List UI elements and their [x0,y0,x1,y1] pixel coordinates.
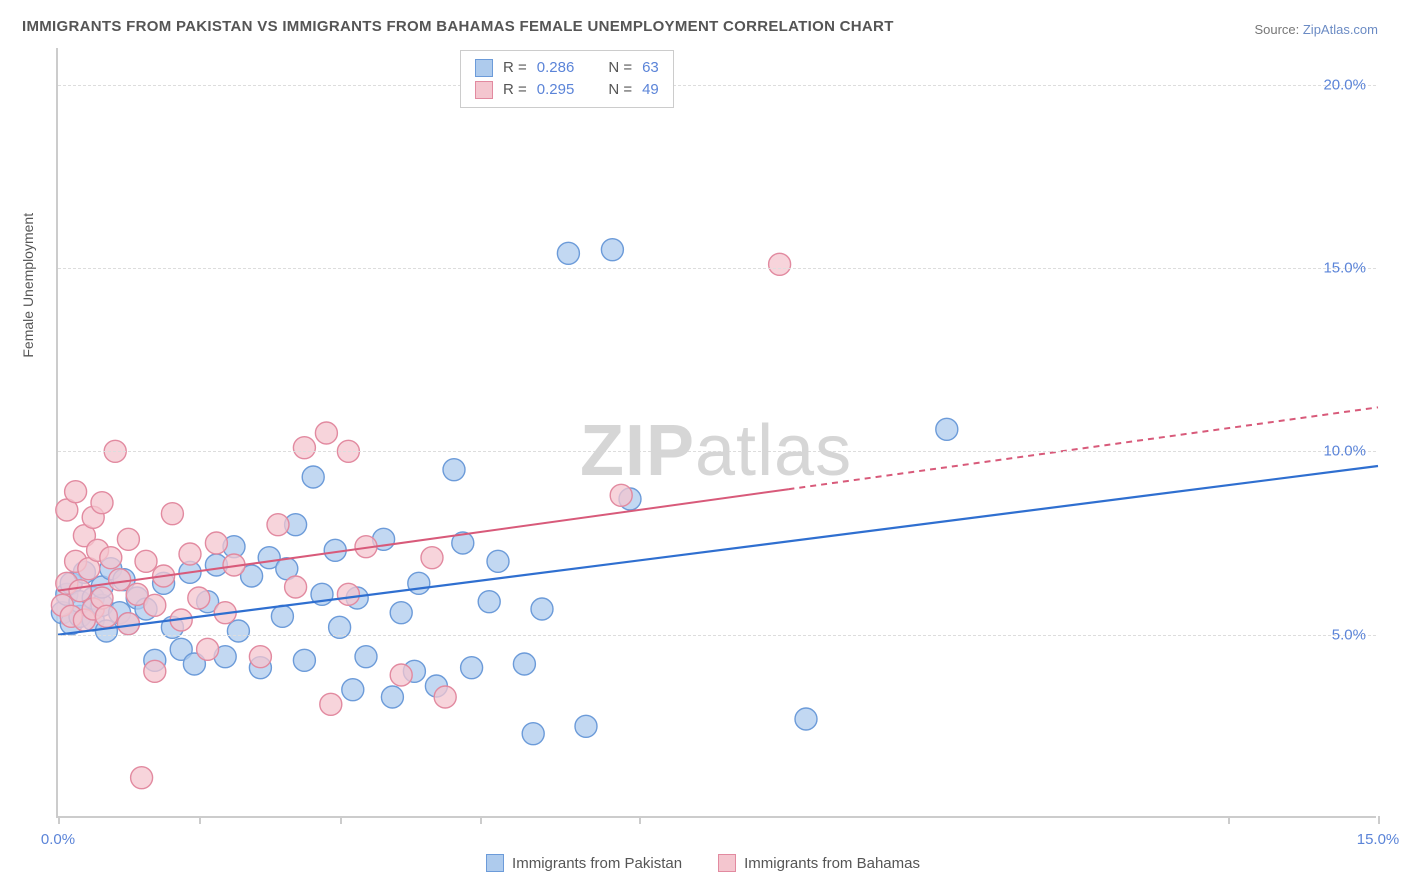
scatter-point [769,253,791,275]
scatter-point [144,660,166,682]
legend-swatch [486,854,504,872]
scatter-point [205,532,227,554]
scatter-point [91,492,113,514]
legend-series-label: Immigrants from Bahamas [744,855,920,872]
x-tick-label: 0.0% [41,831,75,848]
x-tick [1378,816,1380,824]
r-value: 0.295 [537,79,575,101]
scatter-point [117,528,139,550]
scatter-point [936,418,958,440]
scatter-point [461,657,483,679]
source-link[interactable]: ZipAtlas.com [1303,22,1378,37]
scatter-point [513,653,535,675]
scatter-point [478,591,500,613]
scatter-point [355,646,377,668]
legend-stat-row: R = 0.286 N = 63 [475,57,659,79]
y-tick-label: 15.0% [1323,260,1366,277]
scatter-point [267,514,289,536]
scatter-point [188,587,210,609]
scatter-point [557,242,579,264]
scatter-point [575,715,597,737]
n-value: 49 [642,79,659,101]
scatter-point [601,239,623,261]
chart-title: IMMIGRANTS FROM PAKISTAN VS IMMIGRANTS F… [22,18,894,35]
n-label: N = [608,79,632,101]
scatter-point [179,543,201,565]
scatter-point [293,649,315,671]
legend-swatch [718,854,736,872]
legend-swatch [475,81,493,99]
x-tick-label: 15.0% [1357,831,1400,848]
gridline [58,451,1376,452]
gridline [58,85,1376,86]
scatter-point [302,466,324,488]
scatter-point [271,605,293,627]
scatter-point [249,646,271,668]
scatter-point [144,594,166,616]
r-label: R = [503,79,527,101]
scatter-point [131,767,153,789]
plot-area: 5.0%10.0%15.0%20.0%0.0%15.0% [56,48,1376,818]
legend-series-item: Immigrants from Bahamas [718,854,920,872]
x-tick [58,816,60,824]
scatter-point [227,620,249,642]
r-value: 0.286 [537,57,575,79]
legend-series-label: Immigrants from Pakistan [512,855,682,872]
scatter-point [95,605,117,627]
scatter-point [337,583,359,605]
scatter-point [443,459,465,481]
x-tick [340,816,342,824]
legend-series-item: Immigrants from Pakistan [486,854,682,872]
n-value: 63 [642,57,659,79]
gridline [58,268,1376,269]
r-label: R = [503,57,527,79]
scatter-point [408,572,430,594]
scatter-point [531,598,553,620]
scatter-point [161,503,183,525]
scatter-point [100,547,122,569]
scatter-point [390,664,412,686]
n-label: N = [608,57,632,79]
y-tick-label: 10.0% [1323,443,1366,460]
scatter-point [421,547,443,569]
scatter-point [795,708,817,730]
legend-swatch [475,59,493,77]
source-prefix: Source: [1254,22,1302,37]
scatter-point [522,723,544,745]
scatter-point [293,437,315,459]
scatter-point [320,693,342,715]
gridline [58,635,1376,636]
scatter-point [342,679,364,701]
scatter-point [109,569,131,591]
scatter-point [381,686,403,708]
scatter-point [69,580,91,602]
y-tick-label: 5.0% [1332,626,1366,643]
scatter-point [197,638,219,660]
scatter-point [390,602,412,624]
x-tick [1228,816,1230,824]
scatter-point [434,686,456,708]
legend-stat-row: R = 0.295 N = 49 [475,79,659,101]
scatter-point [610,484,632,506]
source-label: Source: ZipAtlas.com [1254,22,1378,37]
y-tick-label: 20.0% [1323,76,1366,93]
x-tick [199,816,201,824]
legend-stats: R = 0.286 N = 63 R = 0.295 N = 49 [460,50,674,108]
scatter-point [285,576,307,598]
legend-series: Immigrants from Pakistan Immigrants from … [0,854,1406,872]
y-axis-label: Female Unemployment [20,213,36,358]
scatter-point [135,550,157,572]
trend-line [58,466,1378,635]
scatter-svg [58,48,1376,816]
scatter-point [65,481,87,503]
scatter-point [487,550,509,572]
x-tick [480,816,482,824]
x-tick [639,816,641,824]
scatter-point [315,422,337,444]
